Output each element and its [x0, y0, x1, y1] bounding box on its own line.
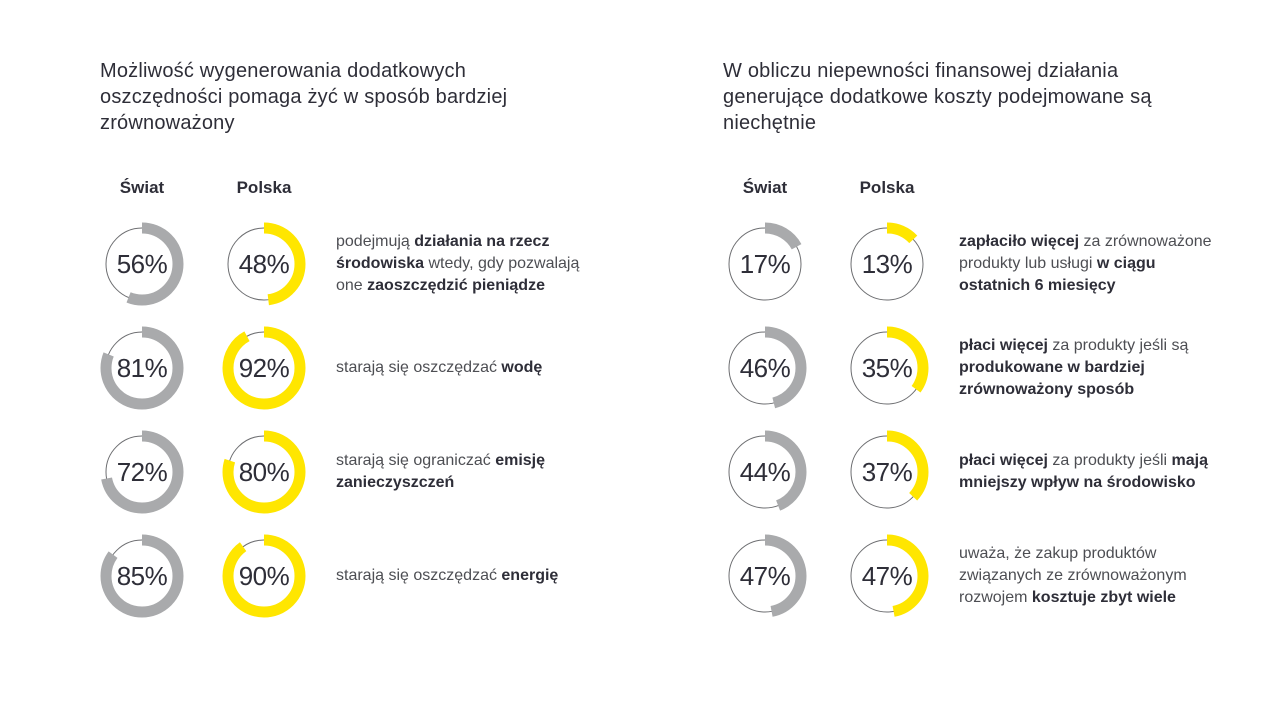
description-text: wtedy, gdy pozwalają one	[336, 255, 580, 294]
description-bold-text: działania na rzecz środowiska	[336, 233, 550, 272]
donut-poland-value: 48%	[238, 248, 290, 279]
donut-world-value: 56%	[116, 248, 168, 279]
donut-ring-icon	[100, 326, 184, 410]
description-bold-text: produkowane w bardziej zrównoważony spos…	[959, 359, 1145, 398]
donut-ring-icon	[100, 430, 184, 514]
stat-description: płaci więcej za produkty jeśli są produk…	[959, 335, 1281, 401]
column-header-world: Świat	[119, 178, 165, 197]
donut-poland: 47%	[845, 534, 929, 618]
donut-poland: 13%	[845, 222, 929, 306]
description-bold-text: energię	[501, 567, 559, 584]
stat-description: starają się ograniczać emisję zanieczysz…	[336, 450, 660, 494]
donut-ring-icon	[723, 430, 807, 514]
donut-world-value: 85%	[116, 560, 168, 591]
panel-savings-behaviour: Możliwość wygenerowania dodatkowych oszc…	[100, 58, 660, 628]
description-bold-text: zapłaciło więcej	[959, 233, 1080, 250]
donut-ring-icon	[723, 222, 807, 306]
description-text: starają się ograniczać	[336, 452, 496, 469]
donut-world: 17%	[723, 222, 807, 306]
donut-world: 85%	[100, 534, 184, 618]
stat-row: 56% 48% podejmują działania na rzecz śro…	[100, 212, 660, 316]
stat-description: płaci więcej za produkty jeśli mają mnie…	[959, 450, 1281, 494]
stat-description: uważa, że zakup produktów związanych ze …	[959, 543, 1281, 609]
description-bold-text: zaoszczędzić pieniądze	[367, 277, 545, 294]
column-headers: Świat Polska	[723, 178, 1281, 198]
stat-row: 47% 47% uważa, że zakup produktów związa…	[723, 524, 1281, 628]
description-bold-text: mają mniejszy wpływ na środowisko	[959, 452, 1209, 491]
donut-poland-value: 90%	[238, 560, 290, 591]
donut-ring-icon	[100, 534, 184, 618]
description-bold-text: płaci więcej	[959, 337, 1048, 354]
description-bold-text: emisję zanieczyszczeń	[336, 452, 545, 491]
stat-row: 81% 92% starają się oszczędzać wodę	[100, 316, 660, 420]
donut-poland: 37%	[845, 430, 929, 514]
donut-poland-value: 37%	[861, 456, 913, 487]
donut-poland-value: 35%	[861, 352, 913, 383]
donut-poland-value: 80%	[238, 456, 290, 487]
description-bold-text: kosztuje zbyt wiele	[1031, 589, 1176, 606]
donut-poland-value: 47%	[861, 560, 913, 591]
stat-rows: 56% 48% podejmują działania na rzecz śro…	[100, 212, 660, 628]
stat-row: 46% 35% płaci więcej za produkty jeśli s…	[723, 316, 1281, 420]
donut-ring-icon	[222, 326, 306, 410]
description-bold-text: wodę	[501, 359, 543, 376]
stat-row: 85% 90% starają się oszczędzać energię	[100, 524, 660, 628]
donut-ring-icon	[222, 534, 306, 618]
donut-ring-icon	[845, 430, 929, 514]
donut-world-value: 47%	[739, 560, 791, 591]
donut-ring-icon	[222, 222, 306, 306]
column-header-poland: Polska	[236, 178, 292, 197]
donut-world: 56%	[100, 222, 184, 306]
panel-title: W obliczu niepewności finansowej działan…	[723, 60, 1152, 134]
column-header-world: Świat	[742, 178, 788, 197]
description-text: starają się oszczędzać	[336, 359, 502, 376]
column-header-poland: Polska	[859, 178, 915, 197]
donut-world-value: 81%	[116, 352, 168, 383]
donut-world-value: 44%	[739, 456, 791, 487]
donut-ring-icon	[723, 534, 807, 618]
donut-world: 81%	[100, 326, 184, 410]
donut-poland: 48%	[222, 222, 306, 306]
stat-description: podejmują działania na rzecz środowiska …	[336, 231, 660, 297]
stat-row: 72% 80% starają się ograniczać emisję za…	[100, 420, 660, 524]
donut-world: 72%	[100, 430, 184, 514]
stat-description: starają się oszczędzać energię	[336, 565, 660, 587]
description-text: za zrównoważone produkty lub usługi	[959, 233, 1212, 272]
donut-ring-icon	[845, 534, 929, 618]
donut-world: 46%	[723, 326, 807, 410]
donut-poland: 92%	[222, 326, 306, 410]
donut-world-value: 72%	[116, 456, 168, 487]
panel-title: Możliwość wygenerowania dodatkowych oszc…	[100, 60, 508, 134]
donut-world: 44%	[723, 430, 807, 514]
donut-ring-icon	[845, 222, 929, 306]
donut-ring-icon	[845, 326, 929, 410]
donut-poland: 35%	[845, 326, 929, 410]
description-bold-text: płaci więcej	[959, 452, 1048, 469]
donut-world: 47%	[723, 534, 807, 618]
description-text: starają się oszczędzać	[336, 567, 502, 584]
stat-rows: 17% 13% zapłaciło więcej za zrównoważone…	[723, 212, 1281, 628]
stat-row: 17% 13% zapłaciło więcej za zrównoważone…	[723, 212, 1281, 316]
donut-poland-value: 13%	[861, 248, 913, 279]
stat-row: 44% 37% płaci więcej za produkty jeśli m…	[723, 420, 1281, 524]
donut-world-value: 17%	[739, 248, 791, 279]
description-bold-text: w ciągu ostatnich 6 miesięcy	[959, 255, 1156, 294]
donut-ring-icon	[723, 326, 807, 410]
donut-poland: 90%	[222, 534, 306, 618]
description-text: uważa, że zakup produktów związanych ze …	[959, 545, 1187, 606]
stat-description: zapłaciło więcej za zrównoważone produkt…	[959, 231, 1281, 297]
column-headers: Świat Polska	[100, 178, 660, 198]
description-text: za produkty jeśli są	[1052, 337, 1189, 354]
stat-description: starają się oszczędzać wodę	[336, 357, 660, 379]
description-text: podejmują	[336, 233, 415, 250]
donut-poland: 80%	[222, 430, 306, 514]
description-text: za produkty jeśli	[1047, 452, 1172, 469]
donut-ring-icon	[100, 222, 184, 306]
donut-ring-icon	[222, 430, 306, 514]
donut-poland-value: 92%	[238, 352, 290, 383]
panel-cost-reluctance: W obliczu niepewności finansowej działan…	[723, 58, 1281, 628]
donut-world-value: 46%	[739, 352, 791, 383]
